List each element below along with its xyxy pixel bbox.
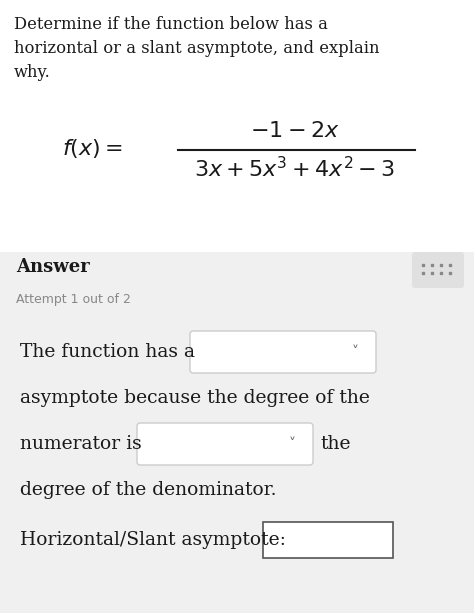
Bar: [0, 252, 474, 613]
Text: ˅: ˅: [352, 345, 358, 359]
Text: $-1-2x$: $-1-2x$: [250, 120, 340, 142]
Text: Attempt 1 out of 2: Attempt 1 out of 2: [16, 293, 131, 306]
Bar: [263, 522, 393, 558]
Text: The function has a: The function has a: [20, 343, 195, 361]
Text: numerator is: numerator is: [20, 435, 142, 453]
FancyBboxPatch shape: [190, 331, 376, 373]
FancyBboxPatch shape: [412, 252, 464, 288]
Text: $f(x) =$: $f(x) =$: [62, 137, 123, 159]
Text: why.: why.: [14, 64, 51, 81]
Text: ˅: ˅: [289, 437, 295, 451]
Text: Answer: Answer: [16, 258, 90, 276]
Text: the: the: [320, 435, 350, 453]
FancyBboxPatch shape: [137, 423, 313, 465]
Text: horizontal or a slant asymptote, and explain: horizontal or a slant asymptote, and exp…: [14, 40, 380, 57]
Text: Determine if the function below has a: Determine if the function below has a: [14, 16, 328, 33]
Text: $3x+5x^3+4x^2-3$: $3x+5x^3+4x^2-3$: [194, 158, 396, 183]
Text: asymptote because the degree of the: asymptote because the degree of the: [20, 389, 370, 407]
Text: degree of the denominator.: degree of the denominator.: [20, 481, 276, 499]
Text: Horizontal/Slant asymptote:: Horizontal/Slant asymptote:: [20, 531, 286, 549]
